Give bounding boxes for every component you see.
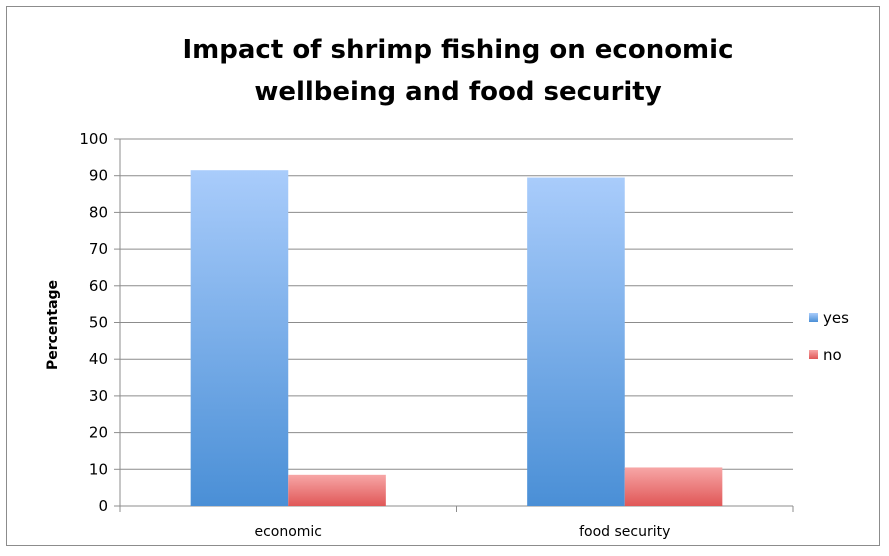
legend-label-yes: yes (823, 309, 849, 327)
x-category-label-economic: economic (254, 524, 322, 540)
y-tick-label-60: 60 (89, 277, 108, 295)
y-tick-label-40: 40 (89, 350, 108, 368)
y-tick-label-30: 30 (89, 387, 108, 405)
y-tick-label-50: 50 (89, 314, 108, 332)
y-axis-label: Percentage (45, 280, 61, 370)
legend-swatch-no (809, 350, 818, 359)
legend-label-no: no (823, 346, 842, 364)
legend: yes no (809, 309, 849, 364)
y-tick-label-10: 10 (89, 460, 108, 478)
y-tick-label-80: 80 (89, 203, 108, 221)
y-tick-label-0: 0 (98, 497, 108, 515)
chart-title-line-1: Impact of shrimp fishing on economic (183, 35, 734, 65)
y-tick-label-90: 90 (89, 167, 108, 185)
y-tick-label-20: 20 (89, 424, 108, 442)
chart-frame (6, 6, 880, 546)
bars (190, 170, 723, 506)
bar-no-economic (288, 474, 386, 506)
x-category-label-food-security: food security (579, 524, 670, 540)
legend-swatch-yes (809, 313, 818, 322)
bar-no-food-security (624, 467, 723, 506)
x-category-labels: economic food security (254, 524, 670, 540)
y-tick-label-100: 100 (79, 130, 108, 148)
y-tick-label-70: 70 (89, 240, 108, 258)
y-tick-labels: 0 10 20 30 40 50 60 70 80 90 100 (79, 130, 108, 515)
bar-yes-economic (190, 170, 289, 506)
bar-yes-food-security (527, 177, 625, 506)
chart-title-line-2: wellbeing and food security (254, 77, 661, 107)
